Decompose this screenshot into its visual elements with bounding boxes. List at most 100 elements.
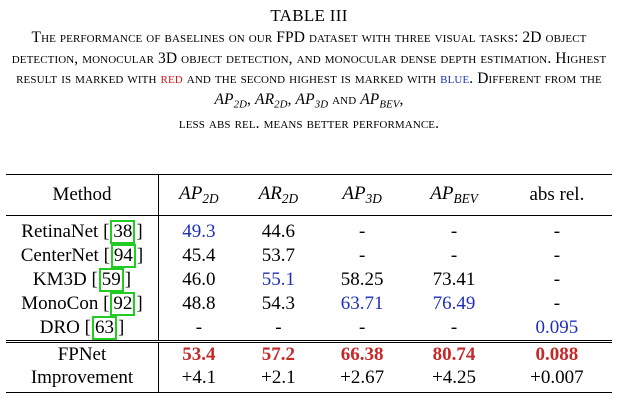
caption-text-2: and the second highest is marked with — [182, 70, 441, 87]
cell-ap2d: 48.8 — [182, 293, 216, 315]
cell-ar2d: 44.6 — [261, 221, 296, 243]
header-metric-base: AP — [430, 183, 454, 204]
caption-sep: , — [247, 90, 255, 108]
table-header-row: Method AP2D AR2D AP3D APBEV abs rel. — [6, 174, 612, 216]
cell-ar2d: - — [275, 317, 282, 339]
caption-metric-sub: 3D — [314, 97, 329, 110]
method-name: KM3D — [32, 269, 87, 290]
table-row-improvement: Improvement +4.1 +2.1 +2.67 +4.25 +0.007 — [6, 366, 612, 393]
citation-link[interactable]: 59 — [98, 268, 124, 292]
cell-ar2d: 57.2 — [238, 340, 319, 367]
cell-absrel: 0.088 — [501, 340, 612, 367]
cell-ap3d: - — [358, 221, 366, 243]
method-cell: RetinaNet [38] — [6, 215, 159, 244]
caption-metric-sub: BEV — [379, 97, 400, 110]
header-apbev: APBEV — [406, 175, 502, 216]
cell-ap3d: +2.67 — [340, 367, 385, 389]
method-cell: MonoCon [92] — [6, 292, 159, 316]
header-ap3d: AP3D — [318, 175, 406, 216]
header-metric-sub: 2D — [202, 190, 219, 206]
cell-ap3d: - — [358, 245, 366, 267]
header-absrel: abs rel. — [529, 184, 585, 205]
table-row-monocon: MonoCon [92] 48.8 54.3 63.71 76.49 - — [6, 292, 612, 316]
header-metric-base: AR — [258, 183, 282, 204]
method-cell: DRO [63] — [6, 316, 159, 342]
caption-metric-base: AR — [255, 90, 275, 108]
caption-metric-base: AP — [360, 90, 380, 108]
caption-text-1: The performance of baselines on our FPD … — [11, 29, 607, 87]
cell-ar2d: 53.7 — [261, 245, 296, 267]
cell-absrel: - — [553, 269, 561, 291]
table-label: TABLE III — [270, 6, 348, 25]
cell-ap3d: - — [358, 317, 366, 339]
citation-link[interactable]: 92 — [110, 292, 136, 316]
cell-absrel: - — [553, 245, 561, 267]
results-table-wrap: Method AP2D AR2D AP3D APBEV abs rel. Ret… — [6, 174, 612, 393]
method-cell: KM3D [59] — [6, 268, 159, 292]
cell-absrel: - — [553, 293, 561, 315]
cell-ar2d: +2.1 — [261, 367, 296, 389]
caption-blue-word: blue — [440, 70, 470, 87]
caption-metric-base: AP — [214, 90, 234, 108]
method-name: CenterNet — [20, 245, 99, 266]
cell-apbev: +4.25 — [432, 367, 477, 389]
table-row-km3d: KM3D [59] 46.0 55.1 58.25 73.41 - — [6, 268, 612, 292]
cell-ap2d: 45.4 — [182, 245, 216, 267]
cell-ap2d: +4.1 — [181, 367, 217, 389]
cell-ap3d: 58.25 — [340, 269, 384, 291]
cell-ap2d: 49.3 — [182, 221, 216, 243]
header-ap2d: AP2D — [159, 175, 239, 216]
table-row-centernet: CenterNet [94] 45.4 53.7 - - - — [6, 244, 612, 268]
caption-metric-apbev: APBEV — [360, 90, 400, 110]
citation-link[interactable]: 63 — [91, 316, 117, 340]
cell-apbev: - — [450, 245, 458, 267]
citation-link[interactable]: 38 — [110, 220, 136, 244]
header-metric-base: AP — [342, 183, 366, 204]
method-cell: FPNet — [6, 340, 159, 367]
citation-link[interactable]: 94 — [110, 244, 136, 268]
cell-absrel: +0.007 — [530, 367, 584, 389]
table-caption: The performance of baselines on our FPD … — [10, 28, 608, 135]
method-name: MonoCon — [21, 293, 99, 314]
cell-ar2d: 54.3 — [261, 293, 296, 315]
method-name: RetinaNet — [21, 221, 99, 242]
table-row-dro: DRO [63] - - - - 0.095 — [6, 316, 612, 342]
cell-apbev: - — [450, 221, 458, 243]
cell-apbev: 80.74 — [406, 340, 502, 367]
cell-apbev: 73.41 — [432, 269, 476, 291]
caption-text-4: , — [399, 90, 404, 108]
cell-apbev: 76.49 — [432, 293, 476, 315]
caption-sep: and — [328, 90, 361, 108]
table-row-fpnet: FPNet 53.4 57.2 66.38 80.74 0.088 — [6, 340, 612, 367]
caption-red-word: red — [160, 70, 183, 87]
method-cell: CenterNet [94] — [6, 244, 159, 268]
cell-ap2d: 53.4 — [158, 340, 239, 367]
cell-ap2d: - — [195, 317, 203, 339]
table-row-retinanet: RetinaNet [38] 49.3 44.6 - - - — [6, 215, 612, 244]
header-method: Method — [6, 174, 159, 216]
cell-ar2d: 55.1 — [261, 269, 296, 291]
caption-sep: , — [287, 90, 296, 108]
caption-metric-base: AP — [295, 90, 315, 108]
header-ar2d: AR2D — [239, 175, 318, 216]
caption-metric-sub: 2D — [274, 97, 288, 110]
caption-metric-ap2d: AP2D — [214, 90, 248, 110]
header-metric-base: AP — [179, 183, 203, 204]
cell-absrel: - — [553, 221, 561, 243]
header-metric-sub: 3D — [365, 190, 382, 206]
caption-text-3: . Different from the — [469, 70, 602, 87]
results-table: Method AP2D AR2D AP3D APBEV abs rel. Ret… — [6, 174, 612, 393]
caption-metric-ap3d: AP3D — [295, 90, 329, 110]
cell-ap2d: 46.0 — [182, 269, 216, 291]
method-name: DRO — [39, 317, 80, 338]
method-cell: Improvement — [6, 366, 159, 393]
cell-ap3d: 66.38 — [318, 340, 407, 367]
caption-metric-ar2d: AR2D — [255, 90, 288, 110]
cell-ap3d: 63.71 — [340, 293, 384, 315]
caption-text-5: less abs rel. means better performance. — [178, 115, 440, 133]
cell-absrel: 0.095 — [535, 317, 579, 339]
cell-apbev: - — [450, 317, 458, 339]
header-metric-sub: 2D — [281, 190, 299, 206]
caption-metric-sub: 2D — [233, 97, 248, 110]
